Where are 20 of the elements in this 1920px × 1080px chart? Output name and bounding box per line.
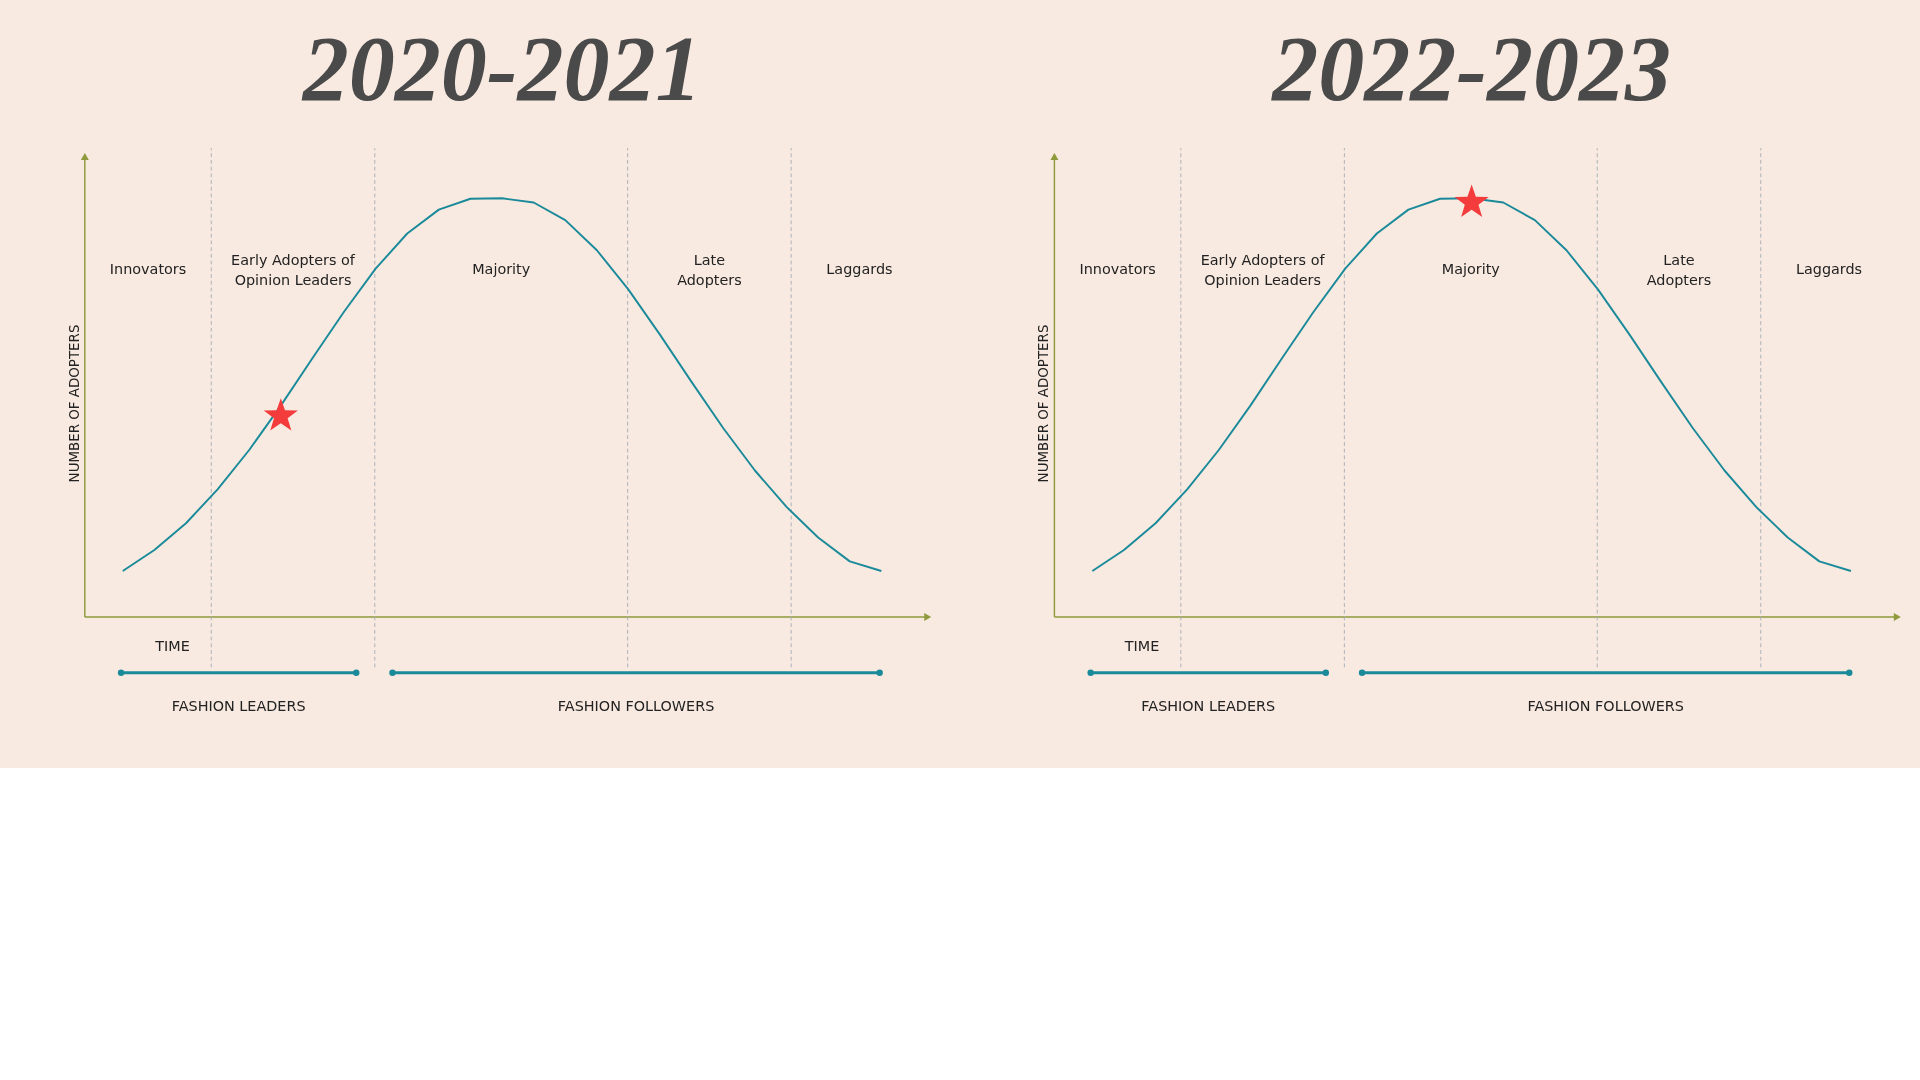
annotation: Laggards: [826, 261, 893, 278]
text: FASHION LEADERS: [171, 697, 306, 714]
annotation: Early Adopters of Opinion Leaders: [231, 251, 356, 288]
annotation: Majority: [472, 261, 531, 278]
annotation: Late Adopters: [677, 251, 742, 288]
annotation: Early Adopters of Opinion Leaders: [1200, 251, 1326, 288]
annotation: Innovators: [1079, 261, 1156, 278]
annotation: Majority: [1441, 261, 1501, 278]
text: FASHION LEADERS: [1141, 697, 1276, 714]
text: FASHION FOLLOWERS: [1527, 697, 1684, 714]
chart-title: 2022-2023: [1270, 17, 1672, 120]
x-axis-title: TIME: [1123, 638, 1160, 655]
annotation: Late Adopters: [1646, 251, 1712, 288]
annotation: Innovators: [109, 261, 187, 278]
x-axis-title: TIME: [154, 638, 190, 655]
annotation: Laggards: [1795, 261, 1863, 278]
y-axis-title: NUMBER OF ADOPTERS: [1036, 324, 1052, 483]
y-axis-title: NUMBER OF ADOPTERS: [66, 324, 82, 483]
chart-title: 2020-2021: [300, 17, 702, 120]
text: FASHION FOLLOWERS: [557, 697, 715, 714]
